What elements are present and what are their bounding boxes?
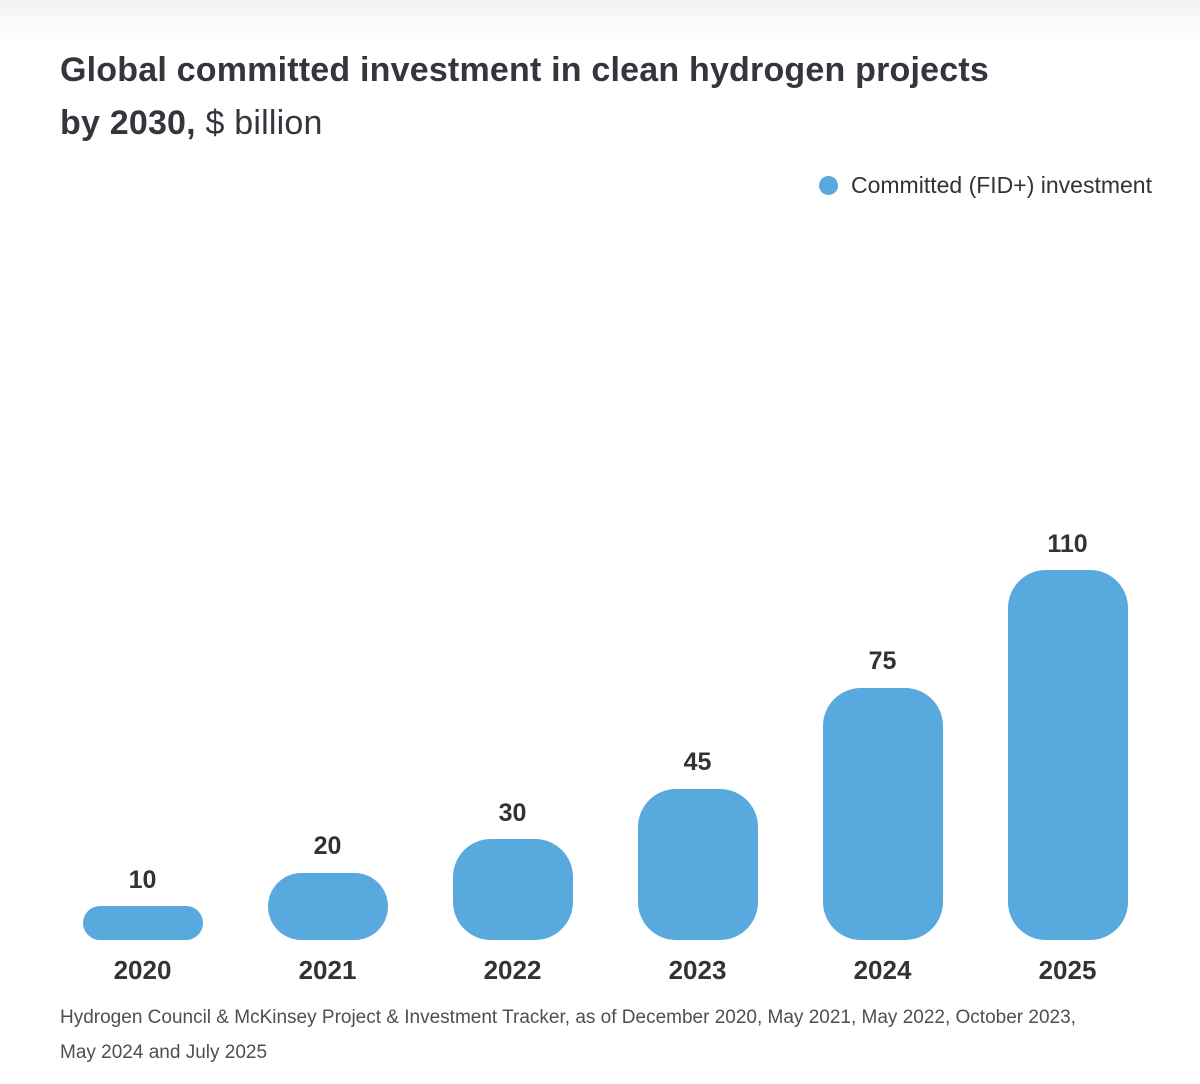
legend-dot-icon (819, 176, 838, 195)
chart-column-2023: 45 2023 (605, 515, 790, 987)
bar-2022 (452, 839, 573, 940)
bar-2025 (1007, 570, 1128, 940)
chart-title-line2-bold: by 2030, (60, 104, 196, 142)
value-label-2023: 45 (683, 748, 712, 777)
chart-column-2024: 75 2024 (790, 515, 975, 987)
chart-title: Global committed investment in clean hyd… (60, 44, 1150, 150)
category-label-2025: 2025 (1038, 955, 1097, 985)
value-label-2022: 30 (498, 798, 527, 827)
chart-title-line1: Global committed investment in clean hyd… (60, 51, 989, 89)
chart-column-2022: 30 2022 (420, 515, 605, 987)
bar-2024 (822, 687, 943, 940)
chart-column-2025: 110 2025 (975, 515, 1160, 987)
category-label-2024: 2024 (853, 955, 912, 985)
category-label-2020: 2020 (113, 955, 172, 985)
value-label-2025: 110 (1047, 529, 1088, 558)
legend-label: Committed (FID+) investment (851, 172, 1152, 198)
chart-column-2020: 10 2020 (50, 515, 235, 987)
category-label-2023: 2023 (668, 955, 727, 985)
category-label-2022: 2022 (483, 955, 542, 985)
bar-2021 (267, 872, 388, 940)
bar-2020 (82, 906, 203, 940)
category-label-2021: 2021 (298, 955, 357, 985)
legend: Committed (FID+) investment (819, 172, 1152, 199)
bar-chart: 10 2020 20 2021 30 2022 45 2023 75 2024 … (50, 515, 1160, 987)
chart-column-2021: 20 2021 (235, 515, 420, 987)
value-label-2020: 10 (128, 865, 157, 894)
chart-title-unit: $ billion (195, 104, 323, 142)
value-label-2021: 20 (313, 832, 342, 861)
source-footnote: Hydrogen Council & McKinsey Project & In… (60, 1007, 1076, 1063)
value-label-2024: 75 (868, 647, 897, 676)
bar-2023 (637, 788, 758, 940)
